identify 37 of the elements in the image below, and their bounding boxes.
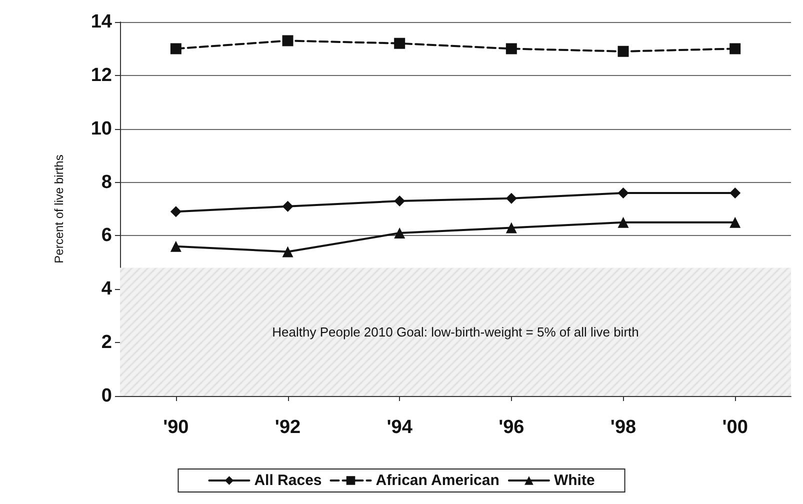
point <box>730 43 741 54</box>
point <box>506 192 517 204</box>
point <box>730 187 741 198</box>
point <box>170 206 182 218</box>
point <box>282 246 294 258</box>
point <box>394 228 406 239</box>
legend-label: African American <box>376 472 500 489</box>
x-tick-label: '98 <box>610 417 636 438</box>
point <box>394 38 406 49</box>
band-label: Healthy People 2010 Goal: low-birth-weight = 5% of all live birth <box>272 324 639 340</box>
point <box>282 35 294 46</box>
point <box>170 240 182 252</box>
y-tick-label: 10 <box>90 118 112 140</box>
y-tick-label: 12 <box>90 64 112 86</box>
y-tick-label: 14 <box>90 12 112 32</box>
point <box>618 187 629 198</box>
y-tick-label: 2 <box>101 332 112 354</box>
y-axis-title: Percent of live births <box>52 154 66 264</box>
point <box>282 200 294 212</box>
legend-label: White <box>554 472 595 489</box>
x-tick-label: '90 <box>163 417 189 438</box>
point <box>618 46 629 57</box>
point <box>730 216 741 228</box>
x-tick-label: '94 <box>386 417 413 438</box>
legend-label: All Races <box>254 472 322 489</box>
x-tick-label: '96 <box>498 417 524 438</box>
point <box>506 43 517 54</box>
y-tick-label: 0 <box>101 386 112 406</box>
point <box>618 216 629 228</box>
y-tick-label: 4 <box>101 278 112 300</box>
point <box>394 195 406 206</box>
point <box>506 222 517 234</box>
y-tick-label: 8 <box>101 172 112 193</box>
y-tick-label: 6 <box>101 225 112 246</box>
x-tick-label: '92 <box>274 417 301 438</box>
x-tick-label: '00 <box>722 417 748 438</box>
point <box>170 43 182 54</box>
